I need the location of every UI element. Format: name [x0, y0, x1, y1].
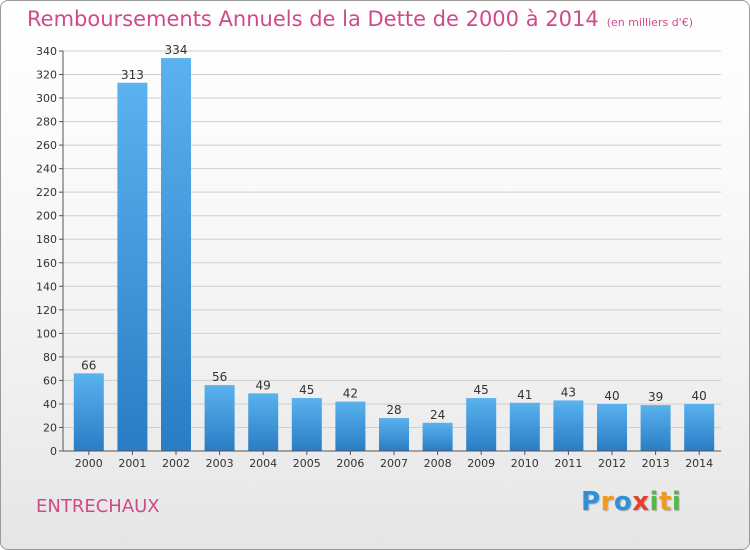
bar — [161, 58, 191, 451]
logo-letter: i — [649, 487, 659, 517]
x-tick-label: 2001 — [118, 457, 146, 470]
y-tick-label: 220 — [36, 186, 57, 199]
bar-value-label: 45 — [299, 383, 314, 397]
bar — [335, 401, 366, 451]
y-tick-label: 280 — [36, 116, 57, 129]
x-tick-label: 2002 — [162, 457, 190, 470]
bar-value-label: 42 — [343, 387, 358, 401]
logo-letter: i — [671, 487, 682, 517]
bar — [509, 402, 540, 451]
x-tick-label: 2004 — [249, 457, 277, 470]
bar-value-label: 56 — [212, 370, 227, 384]
bar — [466, 398, 497, 451]
chart-unit-note: (en milliers d'€) — [606, 16, 693, 29]
bar-value-label: 45 — [474, 383, 489, 397]
x-tick-label: 2008 — [424, 457, 452, 470]
x-tick-label: 2007 — [380, 457, 408, 470]
bar-value-label: 28 — [386, 403, 401, 417]
y-tick-label: 60 — [43, 374, 57, 387]
bar — [597, 403, 627, 451]
logo-letter: P — [581, 487, 601, 517]
bar — [204, 385, 235, 451]
logo-letter: x — [632, 487, 650, 517]
proxiti-logo[interactable]: Proxiti — [581, 487, 681, 517]
x-tick-label: 2011 — [554, 457, 582, 470]
y-tick-label: 260 — [36, 139, 57, 152]
bar — [553, 400, 584, 451]
bar — [73, 373, 104, 451]
bar — [422, 422, 453, 451]
x-tick-label: 2013 — [642, 457, 670, 470]
y-tick-label: 300 — [36, 92, 57, 105]
logo-letter: o — [613, 487, 633, 517]
y-tick-label: 0 — [50, 445, 57, 458]
y-tick-label: 20 — [43, 421, 57, 434]
y-tick-label: 160 — [36, 257, 57, 270]
logo-letter: t — [658, 487, 672, 517]
chart-title-text: Remboursements Annuels de la Dette de 20… — [27, 7, 599, 31]
bar-value-label: 40 — [604, 389, 619, 403]
x-tick-label: 2012 — [598, 457, 626, 470]
y-tick-label: 180 — [36, 233, 57, 246]
bar — [248, 393, 279, 451]
bar-value-label: 24 — [430, 408, 445, 422]
bar — [640, 405, 671, 451]
bar-value-label: 43 — [561, 385, 576, 399]
y-tick-label: 320 — [36, 69, 57, 82]
bar-value-label: 313 — [121, 68, 144, 82]
chart-title: Remboursements Annuels de la Dette de 20… — [27, 7, 693, 31]
y-tick-label: 80 — [43, 351, 57, 364]
bar-value-label: 334 — [165, 43, 188, 57]
x-tick-label: 2010 — [511, 457, 539, 470]
y-tick-label: 120 — [36, 304, 57, 317]
bar-value-label: 49 — [256, 378, 271, 392]
bar — [291, 398, 322, 451]
x-tick-label: 2000 — [75, 457, 103, 470]
town-name: ENTRECHAUX — [36, 496, 160, 517]
logo-letter: r — [600, 487, 614, 517]
bar — [117, 82, 148, 451]
bar-value-label: 41 — [517, 388, 532, 402]
y-tick-label: 100 — [36, 327, 57, 340]
x-tick-label: 2003 — [206, 457, 234, 470]
bar — [684, 403, 715, 451]
y-tick-label: 40 — [43, 398, 57, 411]
x-tick-label: 2014 — [685, 457, 713, 470]
x-tick-label: 2005 — [293, 457, 321, 470]
x-tick-label: 2006 — [336, 457, 364, 470]
y-tick-label: 140 — [36, 280, 57, 293]
x-tick-label: 2009 — [467, 457, 495, 470]
bar-value-label: 40 — [692, 389, 707, 403]
bar-value-label: 39 — [648, 390, 663, 404]
y-tick-label: 200 — [36, 210, 57, 223]
y-tick-label: 340 — [36, 45, 57, 58]
bar — [379, 418, 409, 451]
bar-value-label: 66 — [81, 358, 96, 372]
y-tick-label: 240 — [36, 163, 57, 176]
